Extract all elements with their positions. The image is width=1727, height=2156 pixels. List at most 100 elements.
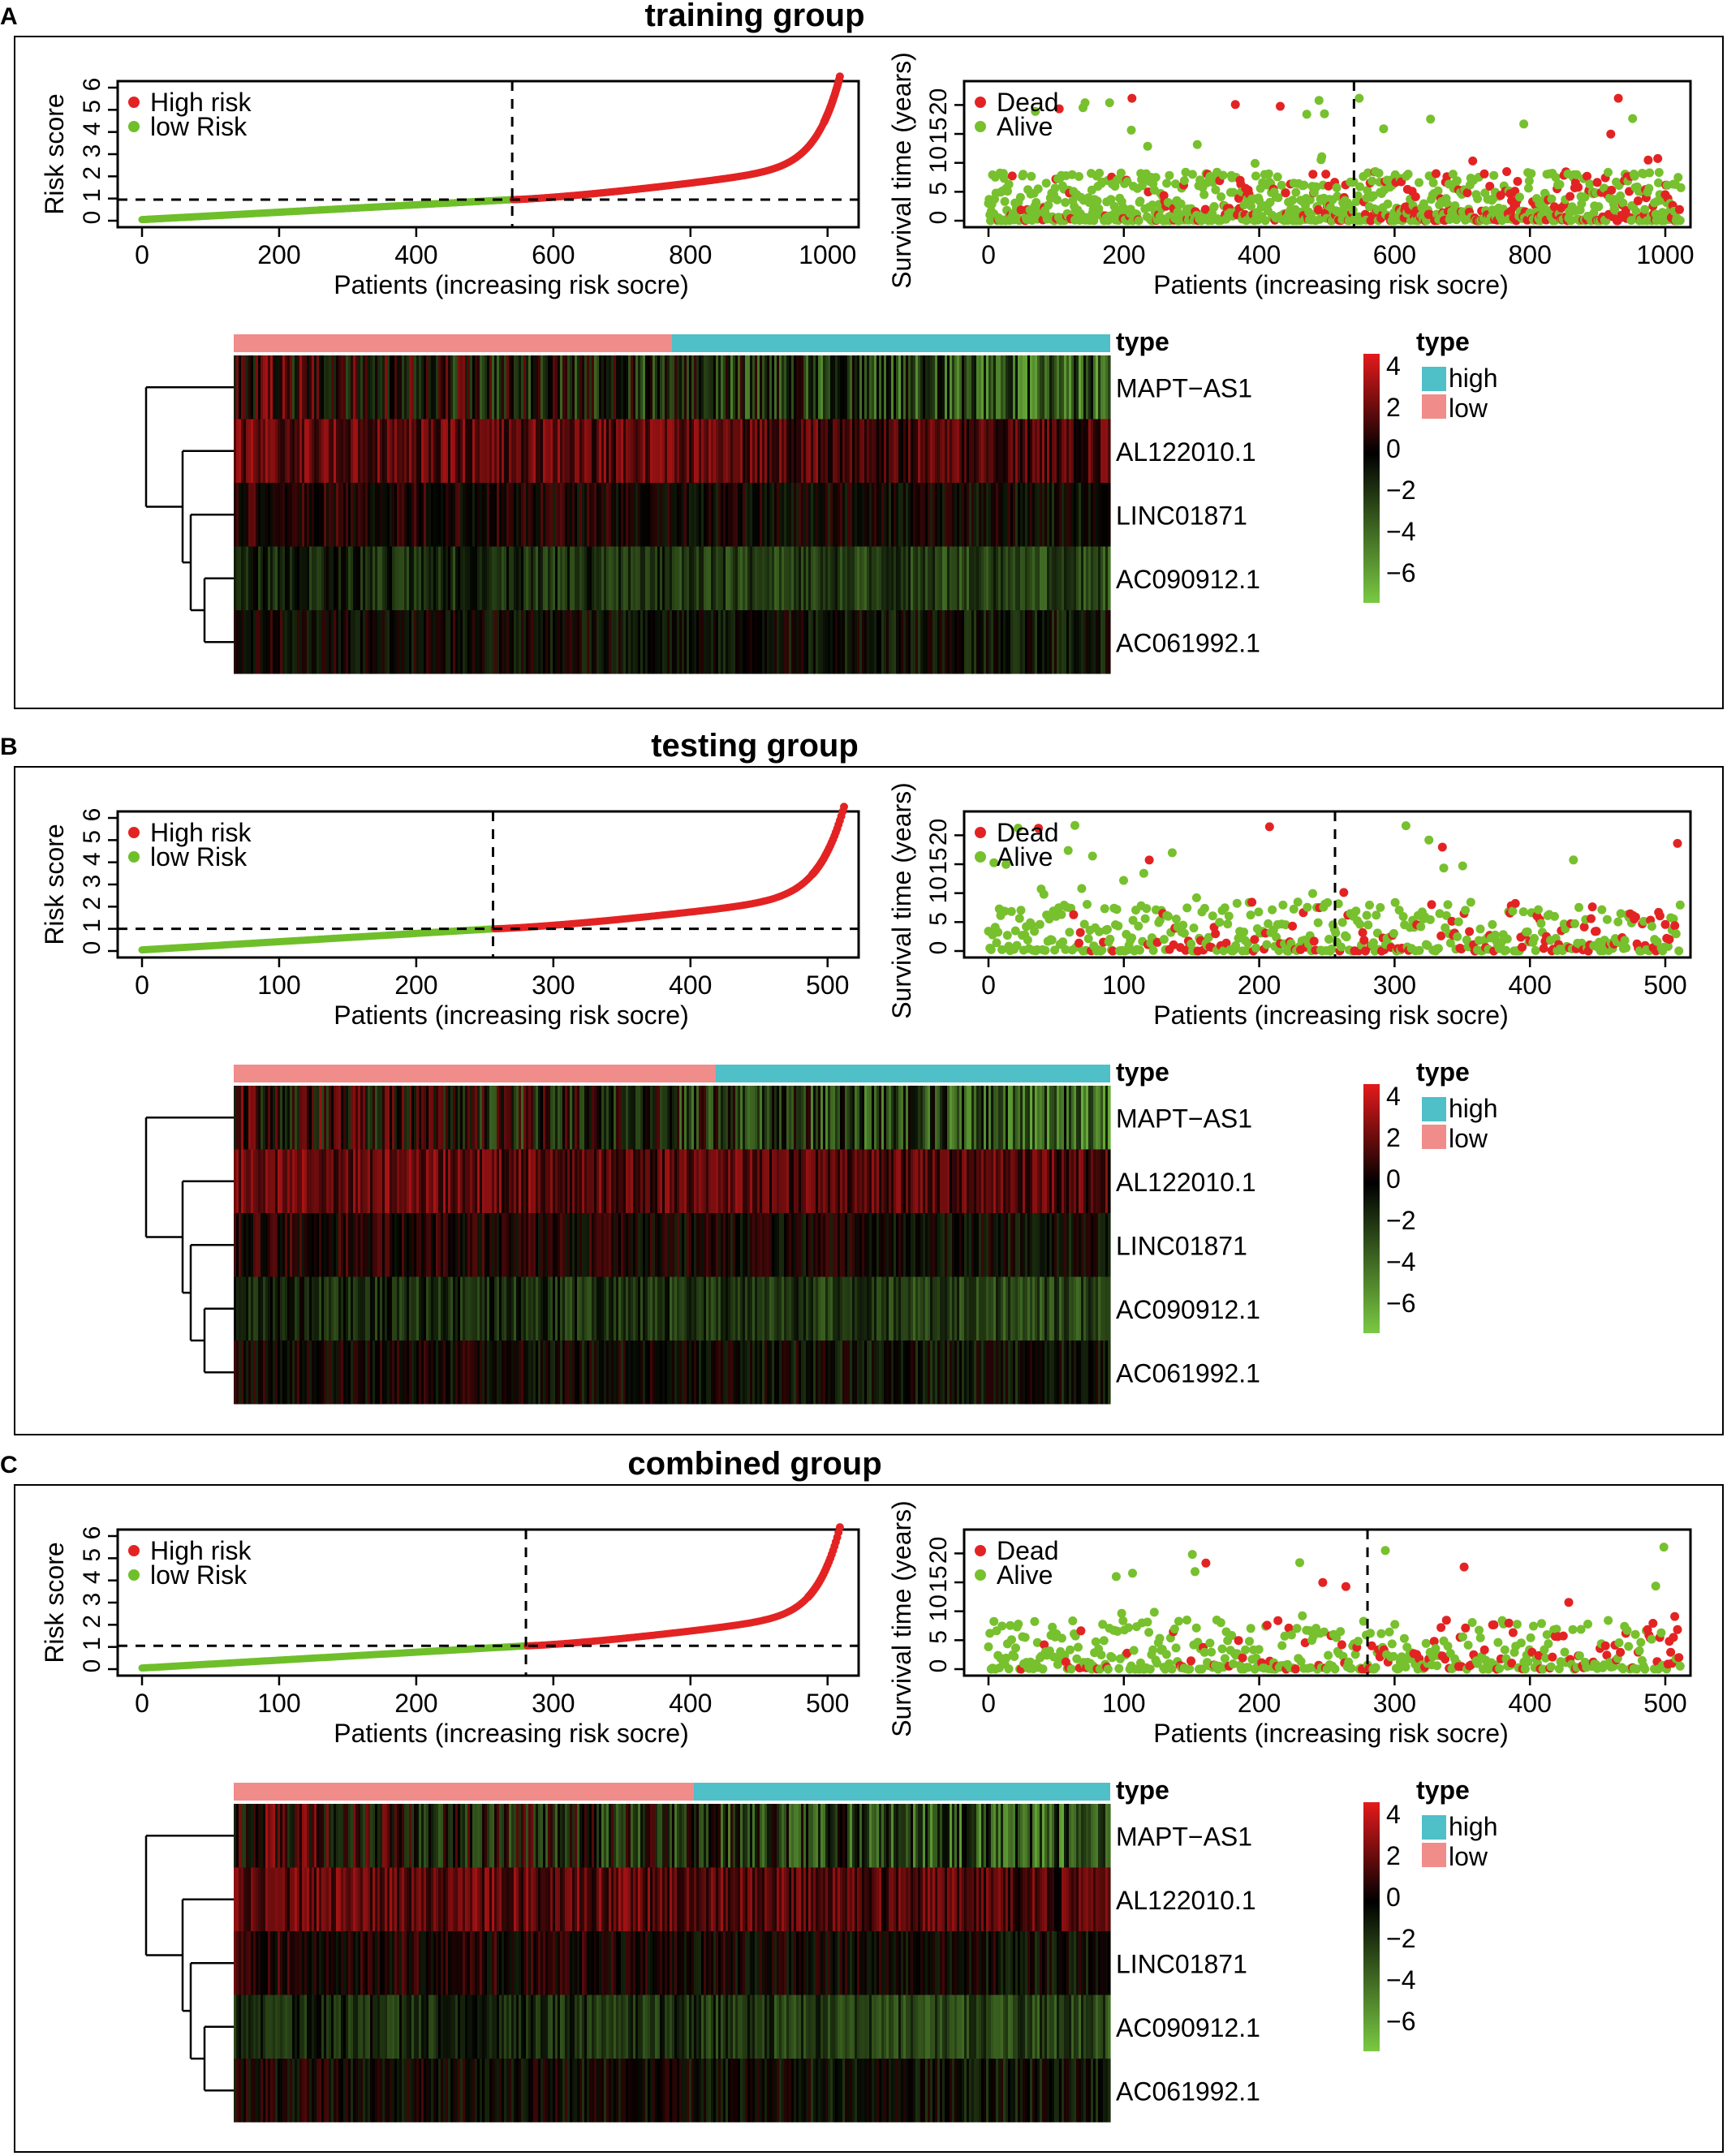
alive-point: [1050, 183, 1060, 193]
alive-point: [1461, 906, 1471, 915]
annotation-label: type: [1116, 327, 1169, 356]
alive-point: [1365, 900, 1374, 910]
alive-point: [1383, 199, 1393, 209]
alive-point: [1640, 204, 1650, 214]
alive-point: [1191, 893, 1201, 902]
dead-point: [1007, 171, 1017, 181]
legend-high-risk-marker: [128, 97, 140, 108]
dead-point: [1468, 156, 1478, 166]
alive-point: [1163, 911, 1173, 921]
alive-point: [1323, 897, 1333, 907]
alive-point: [1140, 914, 1150, 923]
alive-point: [1070, 820, 1079, 830]
gene-label: LINC01871: [1116, 501, 1247, 530]
alive-point: [1027, 171, 1036, 181]
dead-point: [1587, 902, 1597, 912]
alive-point: [1004, 179, 1014, 189]
alive-point: [1105, 98, 1114, 108]
alive-point: [1278, 900, 1288, 910]
y-tick-label: 3: [79, 144, 106, 158]
alive-point: [1134, 216, 1143, 226]
alive-point: [1515, 192, 1524, 202]
x-tick-label: 500: [806, 970, 849, 1000]
alive-point: [1518, 907, 1528, 917]
legend-low-risk-marker: [128, 851, 140, 863]
alive-point: [1367, 176, 1377, 186]
alive-point: [1023, 936, 1032, 945]
alive-point: [1217, 192, 1226, 201]
alive-point: [1100, 904, 1109, 914]
alive-point: [1075, 172, 1083, 181]
alive-point: [1522, 927, 1532, 936]
alive-point: [1390, 897, 1400, 907]
heatmap-cell: [1108, 419, 1111, 483]
x-axis-label: Patients (increasing risk socre): [334, 1001, 688, 1030]
alive-point: [1502, 934, 1512, 944]
dead-point: [1427, 900, 1436, 910]
y-tick-label: 2: [79, 166, 106, 180]
type-legend-title: type: [1416, 327, 1470, 356]
y-tick-label: 2: [79, 897, 106, 910]
alive-point: [1171, 914, 1181, 924]
alive-point: [1167, 848, 1177, 858]
alive-point: [1040, 945, 1050, 955]
alive-point: [1063, 846, 1073, 855]
alive-point: [1065, 927, 1075, 937]
color-scale-tick: −4: [1386, 517, 1415, 546]
alive-point: [1574, 902, 1583, 912]
alive-point: [1466, 897, 1475, 907]
y-tick-label: 20: [925, 88, 952, 115]
alive-point: [1555, 179, 1565, 189]
alive-point: [1475, 924, 1485, 934]
heatmap-cell: [1108, 483, 1111, 547]
alive-point: [1389, 928, 1398, 938]
y-tick-label: 5: [79, 830, 106, 844]
alive-point: [1268, 905, 1277, 914]
x-tick-label: 0: [981, 240, 996, 269]
alive-point: [1613, 917, 1623, 927]
panel-frame: [14, 36, 1724, 709]
dead-point: [1565, 192, 1575, 201]
alive-point: [1443, 900, 1453, 910]
dendrogram: [144, 386, 234, 643]
alive-point: [1218, 170, 1228, 180]
x-axis-label: Patients (increasing risk socre): [334, 270, 688, 299]
alive-point: [1006, 906, 1016, 916]
alive-point: [1374, 168, 1384, 178]
legend-alive: Alive: [997, 112, 1053, 141]
type-legend-high-swatch: [1422, 367, 1446, 391]
alive-point: [1039, 889, 1049, 899]
y-tick-label: 4: [79, 122, 106, 136]
y-tick-label: 6: [79, 808, 106, 822]
alive-point: [1433, 186, 1443, 196]
dead-point: [1127, 93, 1137, 103]
alive-point: [1398, 912, 1408, 921]
dead-point: [1144, 855, 1154, 865]
dead-point: [1510, 898, 1520, 908]
dead-point: [1675, 204, 1684, 214]
gene-label: MAPT−AS1: [1116, 373, 1252, 402]
x-tick-label: 800: [669, 240, 712, 269]
risk-point: [835, 72, 844, 81]
gene-label: AC061992.1: [1116, 628, 1260, 657]
alive-point: [1439, 863, 1449, 873]
alive-point: [1314, 96, 1324, 105]
alive-point: [1189, 923, 1199, 933]
alive-point: [1372, 910, 1381, 920]
dead-point: [1613, 93, 1623, 103]
alive-point: [1569, 855, 1578, 865]
x-tick-label: 300: [532, 970, 575, 1000]
x-tick-label: 200: [257, 240, 300, 269]
alive-point: [1112, 905, 1122, 914]
alive-point: [1053, 195, 1062, 204]
alive-point: [1620, 936, 1630, 945]
alive-point: [1550, 911, 1559, 921]
alive-point: [1103, 924, 1112, 934]
gene-label: AL122010.1: [1116, 437, 1256, 467]
dead-point: [1288, 921, 1298, 931]
alive-point: [1433, 944, 1443, 953]
y-tick-label: 3: [79, 875, 106, 889]
